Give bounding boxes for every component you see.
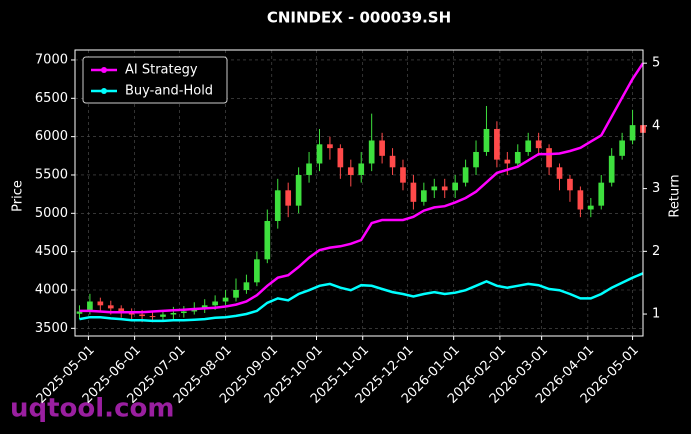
candle-body [608,155,615,183]
candle-body [494,128,500,160]
candle-body [97,301,104,306]
candle-body [368,140,375,164]
candle-body [358,163,365,175]
candle-body [577,190,584,210]
candle-body [76,311,83,314]
candle-body [254,259,260,283]
candle-body [107,305,114,309]
y2-tick-label: 2 [652,244,660,259]
y-tick-label: 5500 [35,167,68,182]
y2-tick-label: 4 [652,118,660,133]
candle-body [160,314,166,317]
candle-body [347,167,354,175]
candle-body [504,159,511,164]
candle-body [87,301,93,312]
candle-body [201,305,208,309]
candle-body [598,182,605,206]
candle-body [212,301,218,306]
y-tick-label: 5000 [35,206,68,221]
candle-body [421,190,427,202]
legend-marker [101,67,107,73]
candle-body [462,167,469,183]
candle-body [149,316,156,318]
legend-marker [101,88,107,94]
y-axis-label: Price [11,180,26,212]
candle-body [525,140,532,152]
y-tick-label: 3500 [35,321,68,336]
y2-tick-label: 3 [652,181,660,196]
legend-box [82,56,228,104]
candle-body [295,174,302,206]
y-tick-label: 4000 [35,282,68,297]
y2-tick-label: 1 [652,307,660,322]
legend-label: Buy-and-Hold [125,84,213,99]
candle-body [629,125,636,141]
candle-body [316,144,323,164]
candle-body [233,289,239,298]
candle-body [514,151,521,164]
candle-body [139,314,145,317]
candle-body [264,220,271,260]
candle-body [567,178,573,191]
legend-label: AI Strategy [125,63,198,78]
candle-body [243,282,250,290]
y-tick-label: 6500 [35,91,68,106]
candle-body [306,163,312,175]
candle-body [587,205,594,210]
series-line [79,62,645,314]
y2-axis-label: Return [668,174,683,217]
candle-body [118,308,125,312]
candle-body [535,140,542,149]
y-tick-label: 7000 [35,52,68,67]
candle-body [389,155,396,168]
candle-body [285,190,292,206]
candle-body [379,140,385,156]
candle-body [327,144,333,149]
candle-body [473,151,479,168]
candle-body [431,186,438,191]
candle-body [400,167,406,183]
chart-title: CNINDEX - 000039.SH [267,9,451,27]
candle-body [441,186,448,191]
candle-body [337,148,344,168]
series-line [79,272,644,323]
candle-body [619,140,625,156]
plot-frame [74,49,644,337]
watermark: uqtool.com [10,394,174,424]
candle-body [556,167,563,179]
candle-body [222,297,229,302]
candle-body [410,182,417,202]
candle-body [180,311,187,313]
candle-body [170,312,177,315]
candle-body [452,182,458,191]
y-tick-label: 4500 [35,244,68,259]
candle-body [546,148,552,168]
y2-tick-label: 5 [652,56,660,71]
candle-body [274,190,281,221]
candle-body [483,128,490,152]
y-tick-label: 6000 [35,129,68,144]
